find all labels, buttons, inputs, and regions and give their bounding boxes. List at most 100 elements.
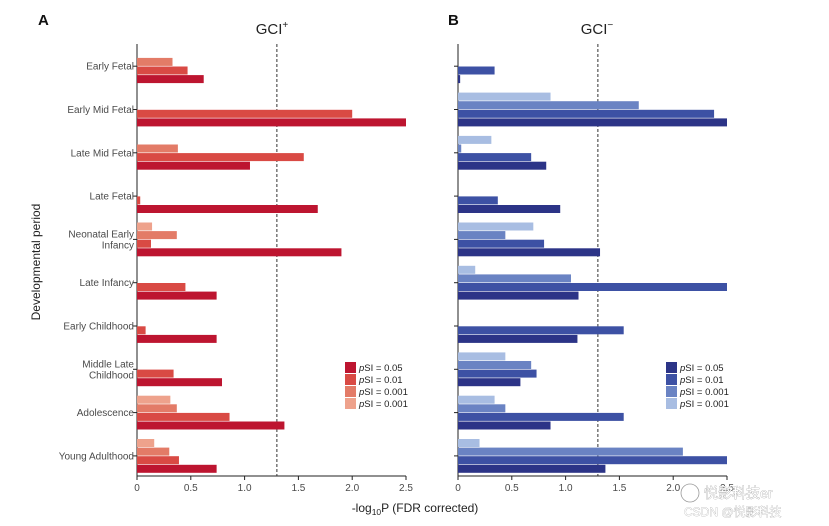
bar	[458, 291, 579, 300]
bar	[458, 101, 639, 110]
category-label: Childhood	[89, 370, 134, 381]
bar	[137, 66, 188, 75]
bar	[137, 57, 173, 66]
bar	[137, 196, 141, 205]
x-tick-label: 1.5	[291, 483, 305, 494]
bar	[137, 231, 177, 240]
bar	[458, 135, 492, 144]
category-label: Adolescence	[77, 408, 135, 419]
legend-label: pSI = 0.01	[358, 375, 403, 386]
bar	[137, 421, 285, 430]
bar	[458, 75, 461, 84]
bar	[137, 118, 406, 127]
x-tick-label: 1.0	[559, 483, 573, 494]
legend-swatch	[345, 386, 356, 397]
bar	[458, 265, 476, 274]
legend-label: pSI = 0.001	[358, 399, 408, 410]
bar	[137, 161, 250, 170]
category-label: Young Adulthood	[59, 451, 134, 462]
bar	[137, 283, 186, 291]
bar	[458, 92, 551, 101]
bar	[137, 334, 217, 343]
bar	[458, 421, 551, 430]
watermark: 悦影科技er CSDN @悦影科技	[680, 483, 782, 519]
bar	[458, 395, 495, 404]
bar	[458, 248, 601, 257]
bar	[137, 439, 155, 447]
bar	[458, 464, 606, 473]
legend-swatch	[666, 386, 677, 397]
bar	[137, 326, 146, 335]
watermark-line-1: 悦影科技er	[704, 485, 773, 501]
category-label: Middle Late	[82, 359, 134, 370]
bar	[458, 109, 715, 118]
x-tick-label: 2.5	[720, 483, 734, 494]
x-tick-label: 0.5	[505, 483, 519, 494]
bar	[137, 369, 174, 378]
legend-label: pSI = 0.001	[679, 387, 729, 398]
bar	[137, 109, 353, 118]
legend-swatch	[666, 398, 677, 409]
x-tick-label: 2.5	[399, 483, 413, 494]
legend-swatch	[345, 398, 356, 409]
bar	[458, 456, 727, 465]
bar	[137, 456, 179, 465]
bar	[458, 118, 727, 127]
legend-swatch	[666, 374, 677, 385]
watermark-line-2: CSDN @悦影科技	[684, 505, 782, 519]
x-axis-title: -log10P (FDR corrected)	[352, 501, 479, 517]
bar	[458, 196, 498, 205]
bar	[458, 447, 683, 456]
panel-title: GCI−	[581, 20, 614, 38]
bar	[458, 205, 561, 213]
x-tick-label: 0	[134, 483, 140, 494]
bar	[137, 239, 151, 248]
x-tick-label: 0.5	[184, 483, 198, 494]
category-label: Infancy	[102, 240, 134, 251]
x-tick-label: 2.0	[345, 483, 359, 494]
bar	[137, 248, 342, 257]
bar	[458, 153, 532, 162]
bar	[137, 75, 204, 84]
bar	[458, 274, 571, 283]
bar	[458, 144, 462, 153]
legend-label: pSI = 0.001	[358, 387, 408, 398]
panel-letter: A	[38, 12, 49, 29]
bar	[458, 412, 624, 421]
bar	[137, 291, 217, 300]
legend-swatch	[345, 374, 356, 385]
legend-label: pSI = 0.05	[358, 363, 403, 374]
bar	[137, 378, 223, 387]
category-label: Late Infancy	[80, 278, 134, 289]
legend-swatch	[345, 362, 356, 373]
bar	[137, 205, 318, 213]
bar	[137, 404, 177, 413]
bar	[137, 153, 304, 162]
bar	[458, 161, 547, 170]
bar	[137, 144, 178, 153]
bar	[458, 404, 506, 413]
bar	[458, 439, 480, 447]
bar	[458, 326, 624, 335]
bar	[458, 378, 521, 387]
panel-letter: B	[448, 12, 459, 29]
bar	[458, 239, 545, 248]
bar	[137, 464, 217, 473]
bar	[458, 352, 506, 361]
bar	[458, 334, 578, 343]
bar	[137, 222, 153, 231]
x-tick-label: 1.0	[238, 483, 252, 494]
category-label: Early Mid Fetal	[67, 105, 134, 116]
legend-swatch	[666, 362, 677, 373]
category-label: Neonatal Early	[68, 229, 134, 240]
bar	[458, 222, 534, 231]
wechat-icon	[680, 483, 700, 503]
bar	[458, 369, 537, 378]
x-tick-label: 1.5	[612, 483, 626, 494]
bar	[137, 447, 170, 456]
bar	[458, 361, 532, 369]
